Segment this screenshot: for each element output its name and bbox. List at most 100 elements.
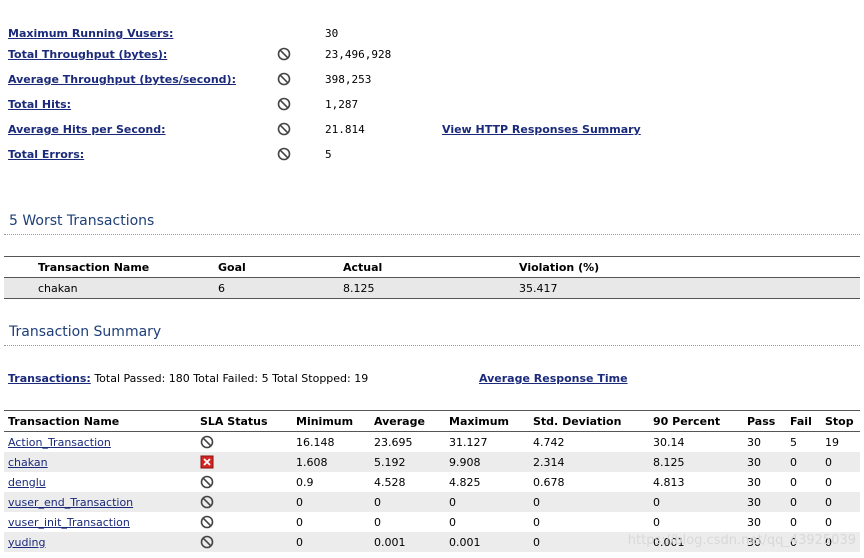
transaction-name-link[interactable]: vuser_end_Transaction xyxy=(8,495,134,509)
cell-stop: 0 xyxy=(825,475,832,489)
worst-name: chakan xyxy=(38,281,78,295)
col-transaction-name: Transaction Name xyxy=(38,260,150,274)
cell-pass: 30 xyxy=(747,455,761,469)
col-transaction-name: Transaction Name xyxy=(8,414,120,428)
transaction-summary-table: Transaction Name SLA Status Minimum Aver… xyxy=(4,410,860,552)
no-symbol-icon xyxy=(277,72,291,86)
worst-actual: 8.125 xyxy=(343,281,375,295)
cell-pass: 30 xyxy=(747,435,761,449)
table-row: chakan 6 8.125 35.417 xyxy=(4,277,860,299)
transactions-totals: Total Passed: 180 Total Failed: 5 Total … xyxy=(94,372,369,385)
cell-90-percent: 8.125 xyxy=(653,455,685,469)
cell-std-deviation: 0.678 xyxy=(533,475,565,489)
table-row: chakan 1.608 5.192 9.908 2.314 8.125 30 0 0 xyxy=(4,452,860,472)
stat-value: 23,496,928 xyxy=(325,48,392,61)
cell-average: 4.528 xyxy=(374,475,406,489)
transaction-name-link[interactable]: chakan xyxy=(8,455,48,469)
no-symbol-icon xyxy=(200,495,292,509)
cell-minimum: 0 xyxy=(296,515,303,529)
worst-transactions-table: Transaction Name Goal Actual Violation (… xyxy=(4,256,860,299)
cell-fail: 0 xyxy=(790,535,797,549)
cell-minimum: 0 xyxy=(296,495,303,509)
cell-fail: 5 xyxy=(790,435,797,449)
cell-std-deviation: 2.314 xyxy=(533,455,565,469)
transactions-link[interactable]: Transactions: xyxy=(8,372,91,385)
sla-status xyxy=(196,432,292,453)
cell-minimum: 1.608 xyxy=(296,455,328,469)
cell-maximum: 0 xyxy=(449,515,456,529)
table-row: yuding 0 0.001 0.001 0 0.001 30 0 0 xyxy=(4,532,860,552)
table-row: vuser_end_Transaction 0 0 0 0 0 30 0 0 xyxy=(4,492,860,512)
cell-90-percent: 30.14 xyxy=(653,435,685,449)
worst-transactions-title: 5 Worst Transactions xyxy=(9,213,155,229)
cell-pass: 30 xyxy=(747,475,761,489)
sla-status xyxy=(196,472,292,492)
cell-minimum: 0 xyxy=(296,535,303,549)
stat-value: 30 xyxy=(325,27,339,40)
dotted-divider xyxy=(4,345,860,346)
cell-90-percent: 0.001 xyxy=(653,535,685,549)
no-symbol-icon xyxy=(200,535,292,549)
cell-std-deviation: 0 xyxy=(533,535,540,549)
cell-minimum: 16.148 xyxy=(296,435,335,449)
col-average: Average xyxy=(374,414,425,428)
transaction-name-link[interactable]: Action_Transaction xyxy=(8,435,111,449)
stat-label-link[interactable]: Average Hits per Second: xyxy=(8,123,166,136)
cell-pass: 30 xyxy=(747,495,761,509)
cell-90-percent: 0 xyxy=(653,515,660,529)
stat-label-link[interactable]: Total Errors: xyxy=(8,148,85,161)
cell-average: 5.192 xyxy=(374,455,406,469)
col-std-deviation: Std. Deviation xyxy=(533,414,622,428)
transaction-name-link[interactable]: yuding xyxy=(8,535,46,549)
table-row: denglu 0.9 4.528 4.825 0.678 4.813 30 0 0 xyxy=(4,472,860,492)
cell-average: 0.001 xyxy=(374,535,406,549)
cell-maximum: 0 xyxy=(449,495,456,509)
stat-label-link[interactable]: Total Throughput (bytes): xyxy=(8,48,168,61)
transaction-name-link[interactable]: denglu xyxy=(8,475,46,489)
cell-maximum: 9.908 xyxy=(449,455,481,469)
cell-fail: 0 xyxy=(790,455,797,469)
cell-std-deviation: 4.742 xyxy=(533,435,565,449)
col-sla-status: SLA Status xyxy=(200,414,268,428)
cell-fail: 0 xyxy=(790,515,797,529)
col-actual: Actual xyxy=(343,260,383,274)
table-header-row: Transaction Name Goal Actual Violation (… xyxy=(4,257,860,278)
cell-std-deviation: 0 xyxy=(533,495,540,509)
sla-status xyxy=(196,532,292,552)
stat-row: Total Hits: 1,287 xyxy=(0,97,864,116)
red-x-icon xyxy=(200,455,292,469)
transaction-summary-title: Transaction Summary xyxy=(9,324,162,340)
cell-stop: 0 xyxy=(825,495,832,509)
cell-minimum: 0.9 xyxy=(296,475,314,489)
col-pass: Pass xyxy=(747,414,776,428)
no-symbol-icon xyxy=(277,122,291,136)
stat-label-link[interactable]: Maximum Running Vusers: xyxy=(8,27,174,40)
stat-row: Total Throughput (bytes): 23,496,928 xyxy=(0,47,864,66)
col-90-percent: 90 Percent xyxy=(653,414,721,428)
stat-value: 21.814 xyxy=(325,123,365,136)
cell-stop: 19 xyxy=(825,435,839,449)
no-symbol-icon xyxy=(277,147,291,161)
col-maximum: Maximum xyxy=(449,414,509,428)
average-response-time-link[interactable]: Average Response Time xyxy=(479,372,628,385)
stat-row: Total Errors: 5 xyxy=(0,147,864,166)
cell-90-percent: 0 xyxy=(653,495,660,509)
cell-fail: 0 xyxy=(790,495,797,509)
stat-label-link[interactable]: Average Throughput (bytes/second): xyxy=(8,73,236,86)
stat-row: Average Throughput (bytes/second): 398,25… xyxy=(0,72,864,91)
table-row: Action_Transaction 16.148 23.695 31.127 4.74… xyxy=(4,431,860,453)
worst-goal: 6 xyxy=(218,281,225,295)
transaction-name-link[interactable]: vuser_init_Transaction xyxy=(8,515,130,529)
cell-stop: 0 xyxy=(825,515,832,529)
cell-fail: 0 xyxy=(790,475,797,489)
transactions-totals-line: Transactions: Total Passed: 180 Total Fa… xyxy=(8,372,864,385)
stat-label-link[interactable]: Total Hits: xyxy=(8,98,72,111)
col-goal: Goal xyxy=(218,260,246,274)
col-violation: Violation (%) xyxy=(519,260,600,274)
stat-row: Average Hits per Second: 21.814 View HTTP … xyxy=(0,122,864,141)
view-http-responses-link[interactable]: View HTTP Responses Summary xyxy=(442,123,641,136)
cell-average: 23.695 xyxy=(374,435,413,449)
sla-status xyxy=(196,492,292,512)
table-header-row: Transaction Name SLA Status Minimum Aver… xyxy=(4,411,860,432)
no-symbol-icon xyxy=(200,515,292,529)
